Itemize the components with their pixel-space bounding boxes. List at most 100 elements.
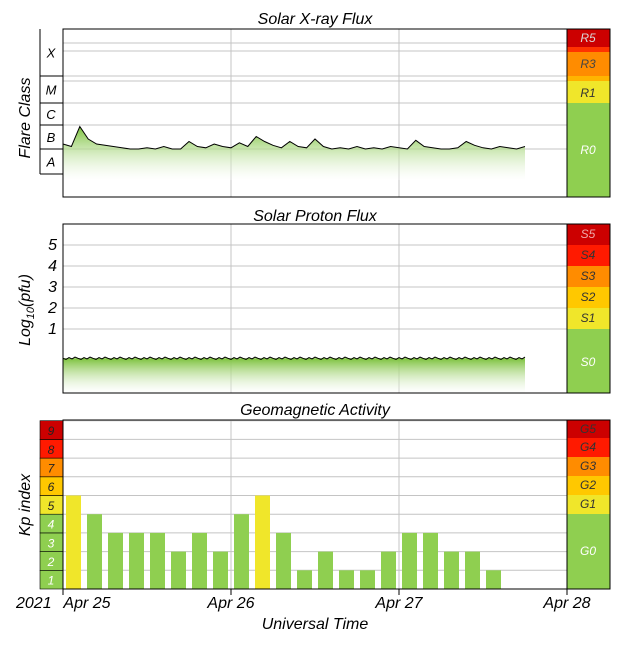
kp-scale-g4: [567, 438, 610, 457]
kp-bar: [66, 495, 81, 589]
kp-scale-g2: [567, 476, 610, 495]
kp-scale-label: G4: [580, 440, 596, 454]
proton-ylabel: Log10(pfu): [17, 274, 37, 346]
proton-y-tick: 1: [48, 321, 57, 338]
xray-scale-label: R5: [580, 31, 596, 45]
proton-y-tick: 3: [48, 279, 57, 296]
kp-scale-label: G1: [580, 497, 596, 511]
kp-bar: [360, 570, 375, 589]
xray-plot-frame: [62, 28, 611, 198]
kp-y-tick: 4: [48, 518, 55, 532]
proton-scale-s5: [567, 224, 610, 245]
xray-flux-line: [62, 125, 526, 150]
proton-scale-label: S1: [581, 311, 596, 325]
proton-scale-label: S3: [581, 269, 596, 283]
xray-scale-label: R3: [580, 57, 596, 71]
x-axis-ticks: Apr 25 Apr 26 Apr 27 Apr 28: [62, 589, 591, 612]
kp-bar: [129, 532, 144, 589]
kp-bar: [150, 532, 165, 589]
kp-bar: [87, 514, 102, 589]
kp-bar: [192, 532, 207, 589]
kp-bar: [381, 551, 396, 589]
kp-y-tick: 5: [48, 499, 55, 513]
year-label: 2021: [15, 595, 52, 612]
kp-bar: [171, 551, 186, 589]
kp-y-tick: 7: [48, 461, 56, 475]
proton-title: Solar Proton Flux: [253, 208, 378, 225]
x-tick-label: Apr 26: [206, 595, 254, 612]
kp-bar: [255, 495, 270, 589]
kp-scale-g5: [567, 420, 610, 438]
proton-ylabel-main: Log: [17, 319, 34, 346]
kp-bar: [402, 532, 417, 589]
x-tick-label: Apr 27: [374, 595, 423, 612]
kp-y-tick: 3: [48, 536, 55, 550]
kp-bar: [234, 514, 249, 589]
class-label: C: [46, 107, 56, 122]
kp-scale-labels: G5 G4 G3 G2 G1 G0: [580, 422, 596, 558]
xray-ylabel: Flare Class: [17, 78, 34, 159]
kp-scale-label: G2: [580, 478, 596, 492]
proton-y-ticks: 5 4 3 2 1: [47, 237, 57, 338]
kp-y-tick: 8: [48, 443, 55, 457]
xray-scale-r1: [567, 81, 610, 103]
proton-scale-s2: [567, 287, 610, 308]
kp-bars: [66, 495, 501, 589]
kp-bar: [276, 532, 291, 589]
proton-ylabel-sub: 10: [25, 306, 37, 319]
kp-grid: [63, 420, 567, 589]
kp-title: Geomagnetic Activity: [240, 402, 391, 419]
xray-title: Solar X-ray Flux: [258, 11, 374, 28]
x-axis-label: Universal Time: [262, 616, 369, 633]
proton-plot-frame: [62, 223, 611, 394]
kp-ylabel: Kp index: [17, 473, 34, 536]
proton-y-tick: 4: [48, 258, 57, 275]
kp-bar: [465, 551, 480, 589]
proton-y-tick: 5: [48, 237, 57, 254]
kp-bar: [423, 532, 438, 589]
proton-ylabel-rest: (pfu): [17, 274, 34, 307]
kp-bar: [486, 570, 501, 589]
kp-y-ticks: 1 2 3 4 5 6 7 8 9: [39, 420, 64, 590]
kp-scale-label: G5: [580, 422, 596, 436]
kp-y-tick: 2: [47, 555, 55, 569]
proton-flux-area: [63, 358, 525, 393]
xray-scale-r5: [567, 29, 610, 47]
proton-series: [62, 356, 526, 393]
proton-scale-label: S2: [581, 290, 596, 304]
proton-scale-s4: [567, 245, 610, 266]
xray-scale-r3: [567, 52, 610, 76]
kp-bar: [213, 551, 228, 589]
kp-bar: [297, 570, 312, 589]
proton-scale-labels: S5 S4 S3 S2 S1 S0: [581, 227, 596, 369]
kp-bar: [318, 551, 333, 589]
class-label: B: [47, 130, 56, 145]
xray-scale-label: R0: [580, 143, 596, 157]
x-tick-label: Apr 25: [62, 595, 110, 612]
class-label: X: [46, 46, 57, 61]
kp-scale-label: G3: [580, 459, 596, 473]
xray-series: [62, 125, 526, 180]
kp-scale-label: G0: [580, 544, 596, 558]
xray-scale-r4: [567, 47, 610, 52]
xray-scale-r2: [567, 76, 610, 81]
proton-scale-label: S4: [581, 248, 596, 262]
proton-y-tick: 2: [47, 300, 57, 317]
proton-scale-label: S0: [581, 355, 596, 369]
xray-scale-labels: R5 R3 R1 R0: [580, 31, 596, 157]
xray-flux-area: [63, 126, 525, 180]
proton-scale-label: S5: [581, 227, 596, 241]
kp-bar: [108, 532, 123, 589]
kp-bar: [444, 551, 459, 589]
xray-scale-label: R1: [580, 86, 595, 100]
kp-y-tick: 1: [48, 574, 55, 588]
x-tick-label: Apr 28: [542, 595, 590, 612]
class-label: M: [46, 83, 57, 98]
kp-y-tick: 9: [48, 424, 55, 438]
kp-scale-g3: [567, 457, 610, 476]
kp-y-tick: 6: [48, 480, 55, 494]
class-label: A: [46, 155, 56, 170]
proton-scale-s1: [567, 308, 610, 329]
